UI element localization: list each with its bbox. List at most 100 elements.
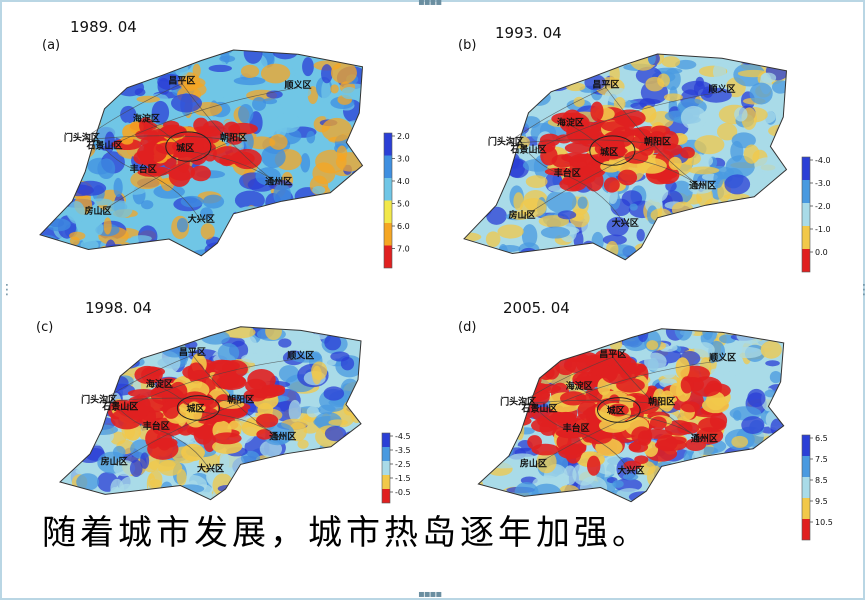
- district-label: 朝阳区: [220, 131, 247, 143]
- district-label: 海淀区: [566, 380, 593, 392]
- panel-date: 1993. 04: [495, 24, 562, 42]
- district-label: 顺义区: [708, 83, 735, 95]
- district-label: 城区: [607, 404, 625, 416]
- legend-tick: -4.0: [815, 156, 831, 165]
- district-label: 通州区: [269, 431, 296, 443]
- legend-tick: -1.0: [815, 225, 831, 234]
- panel-letter: (c): [36, 320, 54, 335]
- district-label: 丰台区: [130, 163, 157, 175]
- district-label: 通州区: [689, 179, 716, 191]
- district-label: 海淀区: [146, 378, 173, 390]
- district-label: 房山区: [85, 205, 112, 217]
- legend-tick: 10.5: [815, 518, 833, 527]
- legend-tick: -1.5: [395, 474, 411, 483]
- district-label: 石景山区: [520, 403, 557, 415]
- resize-handle-bottom[interactable]: ▪▪▪▪: [418, 589, 442, 600]
- district-label: 通州区: [691, 433, 718, 445]
- legend-tick: 7.0: [397, 245, 410, 254]
- legend-swatch: [382, 461, 390, 475]
- legend-b: -4.0 -3.0 -2.0 -1.0 0.0: [801, 156, 831, 273]
- district-label: 海淀区: [557, 116, 584, 128]
- legend-swatch: [802, 203, 810, 226]
- district-label: 城区: [176, 142, 194, 154]
- legend-swatch: [384, 245, 392, 268]
- legend-swatch: [802, 157, 810, 180]
- legend-swatch: [384, 200, 392, 223]
- legend-swatch: [802, 477, 810, 498]
- legend-c: -4.5 -3.5 -2.5 -1.5 -0.5: [381, 432, 411, 504]
- district-label: 丰台区: [554, 167, 581, 179]
- legend-swatch: [384, 178, 392, 201]
- legend-tick: 0.0: [815, 248, 828, 257]
- legend-tick: -2.0: [815, 202, 831, 211]
- legend-swatch: [384, 155, 392, 178]
- legend-tick: 3.0: [397, 155, 410, 164]
- legend-swatch: [384, 133, 392, 156]
- district-label: 房山区: [509, 209, 536, 221]
- panel-date: 2005. 04: [503, 299, 570, 317]
- legend-tick: 5.0: [397, 200, 410, 209]
- district-label: 通州区: [265, 175, 292, 187]
- district-label: 丰台区: [143, 420, 170, 432]
- legend-d: 6.5 7.5 8.5 9.5 10.5: [801, 434, 833, 541]
- district-label: 城区: [186, 402, 204, 414]
- district-label: 房山区: [101, 455, 128, 467]
- resize-handle-top[interactable]: ▪▪▪▪: [418, 0, 442, 8]
- district-label: 石景山区: [101, 401, 138, 413]
- caption-text: 随着城市发展，城市热岛逐年加强。: [42, 513, 650, 553]
- legend-tick: -0.5: [395, 488, 411, 497]
- legend-swatch: [384, 223, 392, 246]
- district-label: 大兴区: [197, 462, 224, 474]
- district-label: 大兴区: [188, 213, 215, 225]
- district-label: 城区: [600, 146, 618, 158]
- legend-tick: 6.5: [815, 434, 828, 443]
- district-label: 顺义区: [287, 350, 314, 362]
- legend-swatch: [802, 435, 810, 456]
- legend-tick: 8.5: [815, 476, 828, 485]
- district-label: 大兴区: [618, 464, 645, 476]
- legend-tick: 9.5: [815, 497, 828, 506]
- legend-swatch: [802, 226, 810, 249]
- legend-swatch: [802, 456, 810, 477]
- legend-tick: 6.0: [397, 222, 410, 231]
- panel-c: 1998. 04 (c) 昌平区 顺义区 海淀区 门头沟区 石景山区 城区 朝阳区 丰台区 通州…: [0, 290, 430, 510]
- legend-tick: -2.5: [395, 460, 411, 469]
- panel-b: 1993. 04 (b) 昌平区 顺义区 海淀区 门头沟区 石景山区 城区 朝阳区 丰台区 通州…: [430, 0, 860, 290]
- legend-swatch: [802, 249, 810, 272]
- panel-letter: (d): [458, 320, 477, 335]
- district-label: 门头沟区: [64, 131, 100, 143]
- resize-handle-right[interactable]: ⋮: [857, 282, 865, 298]
- legend-swatch: [802, 498, 810, 519]
- legend-tick: -4.5: [395, 432, 411, 441]
- district-label: 朝阳区: [648, 396, 675, 408]
- district-label: 门头沟区: [81, 394, 117, 406]
- legend-swatch: [382, 447, 390, 461]
- legend-tick: 2.0: [397, 132, 410, 141]
- district-label: 房山区: [520, 457, 547, 469]
- legend-tick: -3.5: [395, 446, 411, 455]
- panel-letter: (b): [458, 38, 477, 53]
- district-label: 昌平区: [179, 347, 206, 358]
- district-label: 门头沟区: [488, 135, 524, 147]
- district-label: 石景山区: [509, 144, 546, 156]
- district-label: 顺义区: [709, 352, 736, 364]
- panel-a: 1989. 04 (a) 昌平区 顺义区 海淀区 门头沟区 石景山区 城区 朝阳区 丰台区 通州…: [0, 0, 430, 290]
- district-label: 昌平区: [168, 76, 195, 87]
- district-label: 海淀区: [133, 112, 160, 124]
- resize-handle-left[interactable]: ⋮: [0, 282, 14, 298]
- legend-swatch: [802, 519, 810, 540]
- district-label: 朝阳区: [227, 394, 254, 406]
- district-label: 丰台区: [563, 422, 590, 434]
- district-label: 石景山区: [85, 140, 122, 152]
- district-label: 门头沟区: [500, 396, 536, 408]
- district-label: 昌平区: [599, 349, 626, 360]
- legend-swatch: [382, 489, 390, 503]
- legend-tick: 7.5: [815, 455, 828, 464]
- legend-a: 2.0 3.0 4.0 5.0 6.0 7.0: [383, 132, 410, 269]
- district-label: 顺义区: [284, 79, 311, 91]
- panel-d: 2005. 04 (d) 昌平区 顺义区海淀区门头沟区 石景山区 城区 朝阳区丰台区通州…: [430, 290, 860, 541]
- legend-swatch: [802, 180, 810, 203]
